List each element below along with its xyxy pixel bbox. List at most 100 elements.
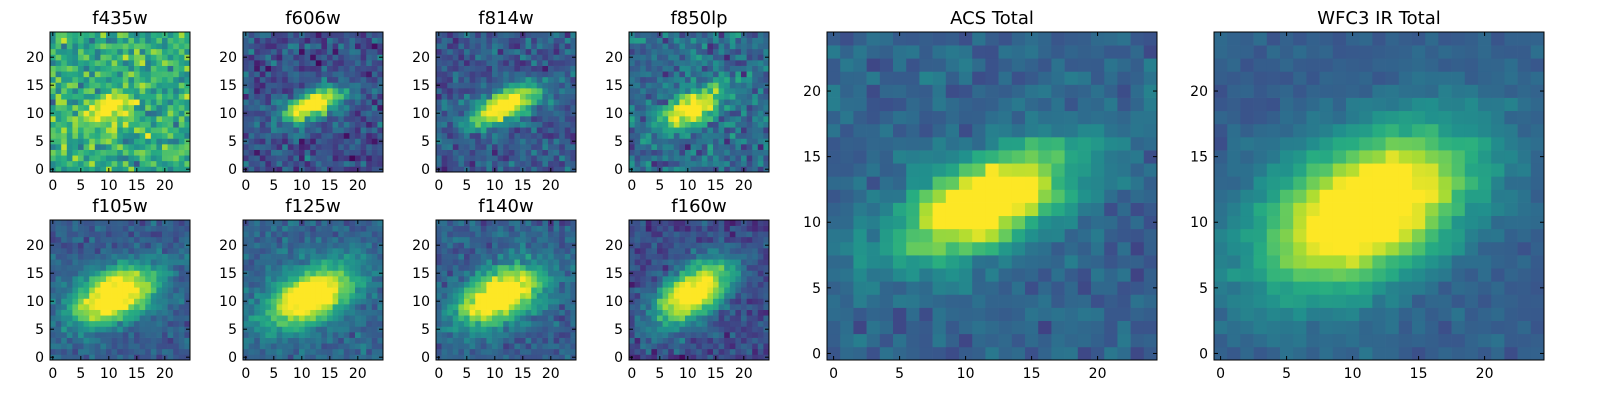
heatmap-cell — [111, 144, 118, 150]
heatmap-cell — [724, 93, 731, 100]
heatmap-cell — [128, 37, 135, 44]
heatmap-cell — [321, 71, 328, 78]
heatmap-cell — [508, 43, 515, 50]
heatmap-cell — [304, 127, 311, 134]
heatmap-cell — [162, 332, 168, 338]
heatmap-cell — [629, 116, 635, 122]
heatmap-cell — [640, 309, 647, 316]
heatmap-cell — [668, 270, 675, 277]
heatmap-cell — [72, 264, 79, 271]
heatmap-cell — [94, 160, 101, 167]
heatmap-cell — [94, 104, 101, 111]
heatmap-cell — [139, 236, 146, 243]
heatmap-cell — [310, 287, 317, 294]
heatmap-cell — [757, 298, 764, 305]
heatmap-cell — [162, 121, 168, 128]
heatmap-cell — [254, 48, 261, 55]
heatmap-cell — [441, 343, 448, 350]
heatmap-cell — [254, 82, 261, 89]
heatmap-cell — [128, 281, 135, 288]
heatmap-cell — [355, 76, 361, 83]
heatmap-cell — [360, 298, 367, 305]
panel-title: f814w — [478, 8, 533, 29]
heatmap-cell — [360, 315, 367, 322]
heatmap-cell — [111, 326, 118, 333]
heatmap-cell — [452, 37, 459, 44]
heatmap-cell — [83, 127, 90, 134]
heatmap-cell — [83, 354, 90, 361]
heatmap-cell — [701, 132, 708, 139]
heatmap-cell — [685, 138, 691, 145]
heatmap-cell — [360, 104, 367, 111]
heatmap-cell — [72, 298, 79, 305]
heatmap-cell — [355, 138, 361, 145]
heatmap-cell — [304, 253, 311, 260]
heatmap-cell — [304, 337, 311, 344]
heatmap-cell — [503, 127, 510, 134]
heatmap-cell — [94, 348, 101, 355]
heatmap-cell — [651, 337, 658, 344]
heatmap-cell — [173, 220, 180, 226]
heatmap-cell — [248, 65, 255, 72]
heatmap-cell — [332, 110, 339, 117]
heatmap-cell — [640, 144, 647, 150]
heatmap-cell — [282, 71, 289, 78]
heatmap-cell — [371, 287, 378, 294]
heatmap-cell — [763, 144, 770, 150]
heatmap-cell — [746, 54, 753, 61]
heatmap-cell — [707, 292, 714, 299]
heatmap-cell — [122, 155, 129, 162]
heatmap-cell — [287, 88, 294, 94]
heatmap-cell — [480, 65, 487, 72]
heatmap-cell — [332, 259, 339, 266]
heatmap-cell — [634, 93, 641, 100]
heatmap-cell — [553, 320, 560, 327]
heatmap-cell — [707, 110, 714, 117]
heatmap-cell — [503, 48, 510, 55]
heatmap-cell — [746, 88, 753, 94]
heatmap-cell — [61, 127, 68, 134]
heatmap-cell — [757, 354, 764, 361]
heatmap-cell — [503, 166, 510, 173]
heatmap-cell — [355, 155, 361, 162]
heatmap-cell — [447, 54, 454, 61]
heatmap-cell — [150, 144, 157, 150]
heatmap-cell — [150, 326, 157, 333]
heatmap-cell — [441, 54, 448, 61]
heatmap-cell — [61, 287, 68, 294]
heatmap-cell — [525, 144, 532, 150]
heatmap-cell — [343, 54, 350, 61]
heatmap-cell — [657, 298, 663, 305]
y-tick-label: 0 — [421, 350, 430, 366]
heatmap-cell — [50, 155, 56, 162]
heatmap-cell — [634, 332, 641, 338]
heatmap-cell — [475, 253, 482, 260]
heatmap-cell — [100, 242, 107, 249]
heatmap-cell — [469, 104, 476, 111]
heatmap-cell — [167, 149, 174, 156]
heatmap-cell — [315, 225, 322, 232]
heatmap-cell — [475, 93, 482, 100]
heatmap-cell — [243, 132, 249, 139]
heatmap-cell — [134, 116, 140, 122]
heatmap-cell — [640, 348, 647, 355]
heatmap-cell — [651, 37, 658, 44]
heatmap-cell — [243, 259, 249, 266]
heatmap-cell — [287, 220, 294, 226]
heatmap-cell — [447, 166, 454, 173]
heatmap-cell — [360, 253, 367, 260]
heatmap-cell — [746, 116, 753, 122]
heatmap-cell — [304, 43, 311, 50]
heatmap-cell — [265, 304, 272, 310]
heatmap-cell — [377, 292, 384, 299]
heatmap-cell — [464, 242, 470, 249]
heatmap-cell — [668, 320, 675, 327]
heatmap-cell — [668, 354, 675, 361]
heatmap-cell — [480, 54, 487, 61]
heatmap-cell — [520, 231, 526, 238]
heatmap-cell — [673, 276, 680, 282]
heatmap-cell — [122, 220, 129, 226]
heatmap-cell — [657, 149, 663, 156]
heatmap-cell — [634, 138, 641, 145]
heatmap-cell — [514, 343, 521, 350]
